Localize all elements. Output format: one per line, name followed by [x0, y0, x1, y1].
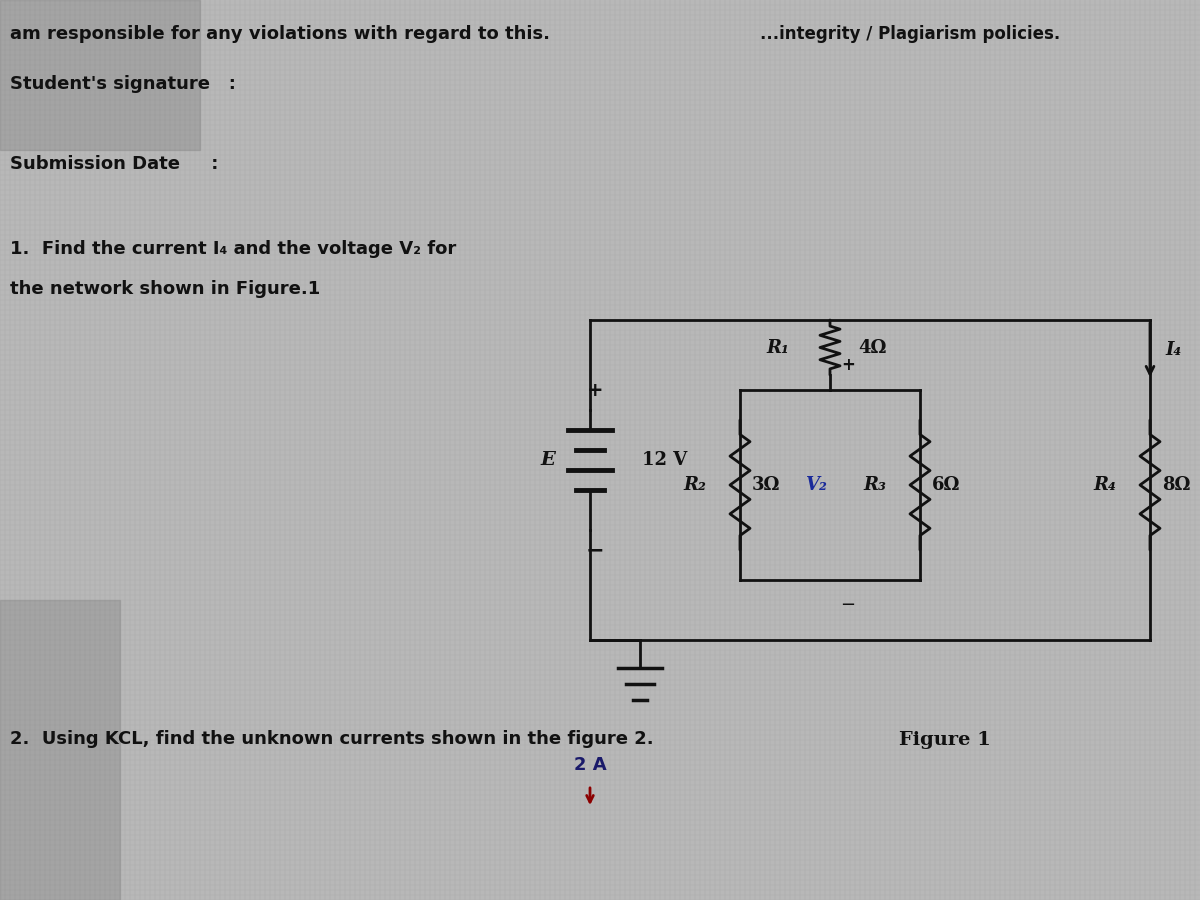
Text: Figure 1: Figure 1 — [899, 731, 991, 749]
Text: 1.  Find the current I₄ and the voltage V₂ for: 1. Find the current I₄ and the voltage V… — [10, 240, 456, 258]
Text: am responsible for any violations with regard to this.: am responsible for any violations with r… — [10, 25, 550, 43]
Text: 12 V: 12 V — [642, 451, 688, 469]
Text: 8Ω: 8Ω — [1162, 476, 1190, 494]
Text: 2 A: 2 A — [574, 756, 606, 774]
Text: 2.  Using KCL, find the unknown currents shown in the figure 2.: 2. Using KCL, find the unknown currents … — [10, 730, 654, 748]
Text: Submission Date     :: Submission Date : — [10, 155, 218, 173]
Bar — [0, 600, 120, 900]
Text: 3Ω: 3Ω — [752, 476, 780, 494]
Text: R₄: R₄ — [1093, 476, 1116, 494]
Bar — [0, 0, 200, 150]
Text: 4Ω: 4Ω — [858, 339, 887, 357]
Text: R₃: R₃ — [864, 476, 887, 494]
Text: 6Ω: 6Ω — [932, 476, 960, 494]
Text: −: − — [586, 540, 605, 560]
Text: +: + — [587, 381, 604, 400]
Text: I₄: I₄ — [1165, 341, 1181, 359]
Text: the network shown in Figure.1: the network shown in Figure.1 — [10, 280, 320, 298]
Text: +: + — [841, 356, 854, 374]
Text: R₂: R₂ — [684, 476, 707, 494]
Text: ...integrity / Plagiarism policies.: ...integrity / Plagiarism policies. — [760, 25, 1061, 43]
Text: V₂: V₂ — [805, 476, 827, 494]
Text: E: E — [540, 451, 556, 469]
Text: Student's signature   :: Student's signature : — [10, 75, 236, 93]
Text: −: − — [840, 596, 856, 614]
Text: R₁: R₁ — [767, 339, 790, 357]
